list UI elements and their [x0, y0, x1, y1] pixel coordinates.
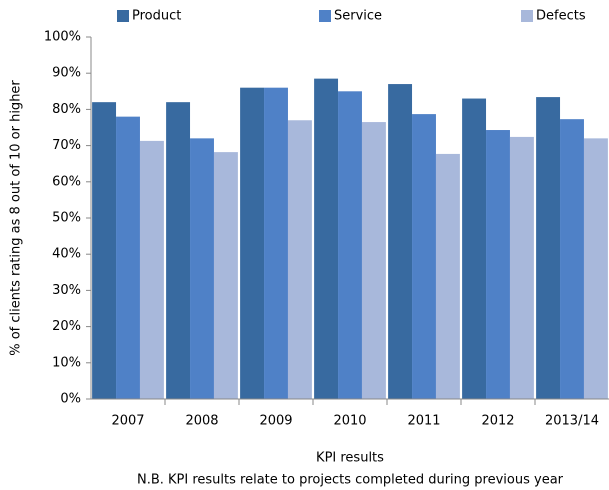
x-axis-title: KPI results	[316, 451, 384, 466]
bar	[509, 136, 534, 400]
bar	[139, 140, 164, 400]
y-tick-label: 50%	[52, 211, 81, 226]
bar	[388, 84, 413, 399]
bar	[287, 120, 312, 399]
bar	[213, 152, 238, 399]
bar	[536, 97, 561, 399]
bar	[462, 98, 487, 399]
legend-label: Product	[132, 9, 181, 24]
y-tick-label: 40%	[52, 247, 81, 262]
y-tick-label: 0%	[60, 392, 81, 407]
bar	[166, 102, 191, 399]
y-tick-label: 100%	[44, 30, 81, 45]
bar	[560, 119, 584, 399]
y-tick-label: 10%	[52, 355, 81, 370]
y-tick-label: 80%	[52, 102, 81, 117]
legend-label: Service	[334, 9, 382, 24]
y-tick-label: 30%	[52, 283, 81, 298]
y-tick-label: 90%	[52, 66, 81, 81]
x-tick-label: 2008	[185, 414, 218, 429]
legend-swatch	[319, 10, 331, 22]
bar	[240, 87, 265, 400]
x-tick-label: 2011	[407, 414, 440, 429]
note: N.B. KPI results relate to projects comp…	[137, 473, 564, 488]
bar	[116, 116, 140, 399]
bar	[486, 130, 510, 399]
bar	[435, 153, 460, 399]
bar	[314, 78, 339, 399]
bar	[92, 102, 117, 399]
x-tick-label: 2010	[333, 414, 366, 429]
bar	[264, 87, 288, 400]
x-tick-label: 2007	[111, 414, 144, 429]
x-tick-label: 2013/14	[545, 414, 599, 429]
x-tick-label: 2009	[259, 414, 292, 429]
bar	[583, 138, 608, 400]
x-tick-label: 2012	[481, 414, 514, 429]
y-tick-label: 60%	[52, 174, 81, 189]
bar	[412, 114, 436, 399]
y-tick-label: 20%	[52, 319, 81, 334]
legend-swatch	[117, 10, 129, 22]
bar	[338, 91, 362, 400]
y-tick-label: 70%	[52, 138, 81, 153]
legend-swatch	[521, 10, 533, 22]
y-axis-title: % of clients rating as 8 out of 10 or hi…	[9, 80, 24, 356]
bar	[190, 138, 214, 400]
legend-label: Defects	[536, 9, 586, 24]
bar	[361, 122, 386, 399]
